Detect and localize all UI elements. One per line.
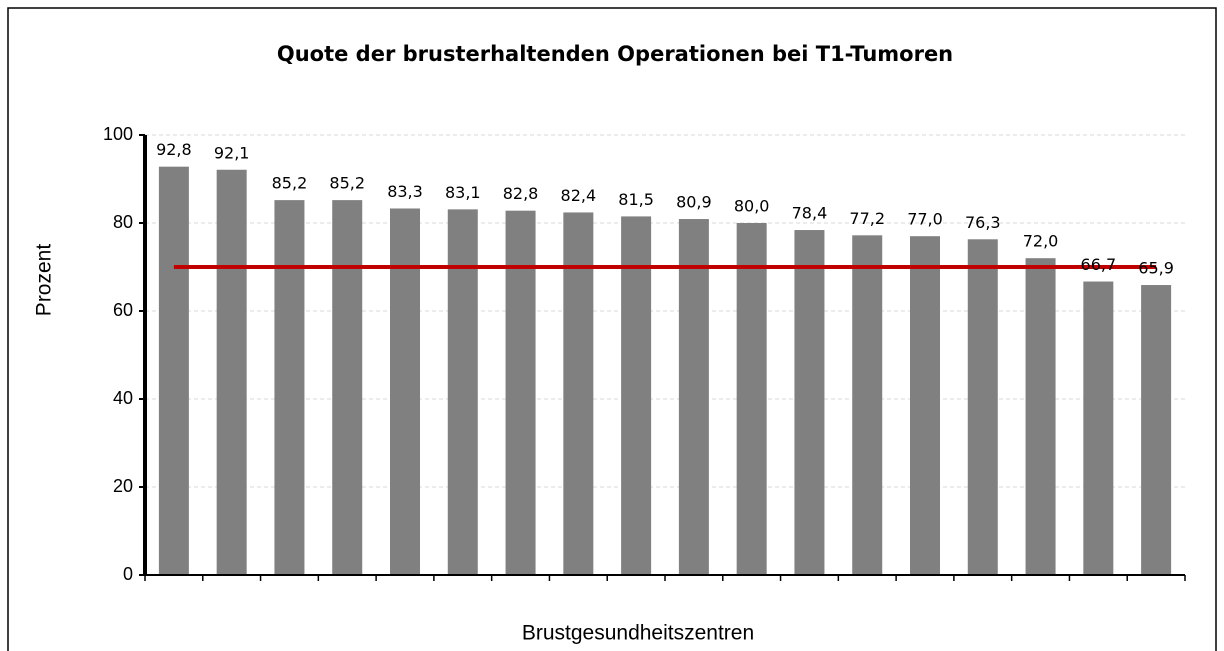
y-tick-label: 0 xyxy=(123,564,133,584)
bar xyxy=(967,239,998,575)
y-tick-label: 80 xyxy=(113,212,133,232)
bar xyxy=(1025,258,1056,575)
value-label: 66,7 xyxy=(1081,255,1117,274)
bar xyxy=(910,236,940,575)
bar xyxy=(794,230,825,576)
bar xyxy=(505,210,536,575)
value-label: 72,0 xyxy=(1023,232,1059,251)
bar xyxy=(216,169,247,575)
bar xyxy=(332,200,363,575)
bar xyxy=(1141,285,1172,575)
value-label: 92,8 xyxy=(156,140,192,159)
bar xyxy=(563,212,594,575)
y-tick-label: 60 xyxy=(113,300,133,320)
bar xyxy=(852,235,883,575)
bar xyxy=(158,166,189,575)
bar xyxy=(621,216,652,575)
bar xyxy=(274,200,305,575)
y-tick-label: 40 xyxy=(113,388,133,408)
value-label: 81,5 xyxy=(618,190,654,209)
x-axis-label: Brustgesundheitszentren xyxy=(522,622,754,645)
value-label: 85,2 xyxy=(329,174,365,193)
value-label: 80,0 xyxy=(734,197,770,216)
value-label: 76,3 xyxy=(965,213,1001,232)
y-tick-label: 100 xyxy=(103,124,133,144)
bar xyxy=(390,208,420,576)
value-label: 78,4 xyxy=(792,204,828,223)
y-tick-label: 20 xyxy=(113,476,133,496)
y-axis-label: Prozent xyxy=(33,244,56,317)
value-label: 92,1 xyxy=(214,143,250,162)
value-label: 80,9 xyxy=(676,193,712,212)
value-label: 83,3 xyxy=(387,182,423,201)
chart-border xyxy=(7,7,1217,651)
bar xyxy=(447,209,478,576)
chart-title: Quote der brusterhaltenden Operationen b… xyxy=(277,42,953,66)
value-label: 77,0 xyxy=(907,210,943,229)
bar xyxy=(678,219,709,576)
value-label: 82,4 xyxy=(561,186,597,205)
value-label: 65,9 xyxy=(1138,259,1174,278)
value-label: 85,2 xyxy=(272,174,308,193)
bar xyxy=(1083,281,1114,575)
value-label: 82,8 xyxy=(503,184,539,203)
value-label: 77,2 xyxy=(849,209,885,228)
bar xyxy=(736,223,767,575)
value-label: 83,1 xyxy=(445,183,481,202)
